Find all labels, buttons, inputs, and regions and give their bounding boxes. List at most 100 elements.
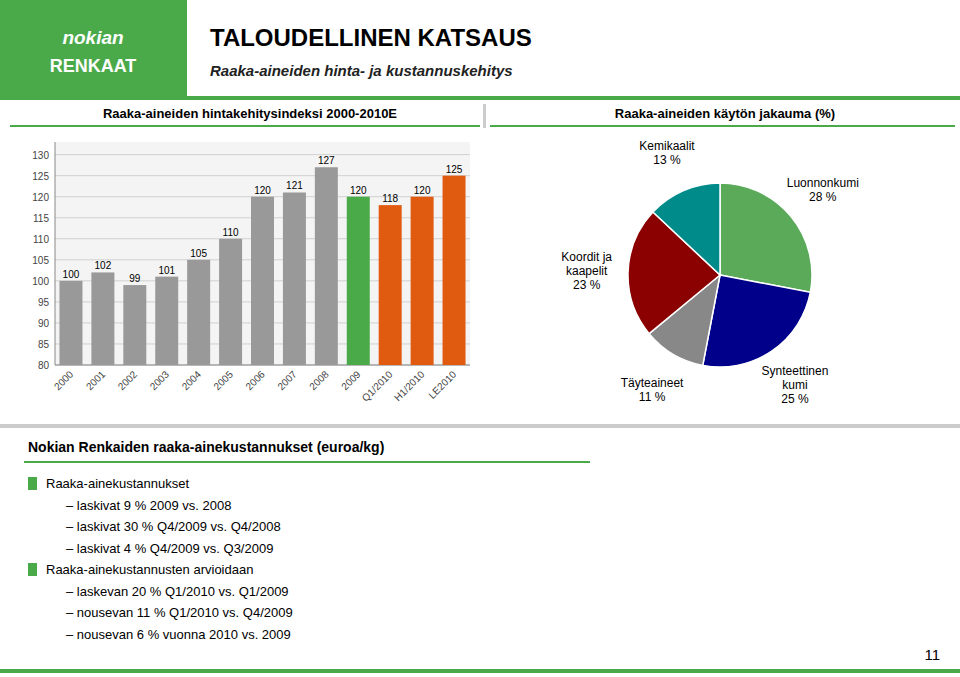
data-label: 101 [158, 265, 175, 276]
data-label: 120 [414, 185, 431, 196]
sub-bullet: – laskivat 9 % 2009 vs. 2008 [66, 498, 232, 513]
title-rule [10, 125, 480, 127]
x-tick-label: 2000 [52, 368, 76, 392]
chart-title: Raaka-aineiden käytön jakauma (%) [615, 106, 835, 121]
y-tick-label: 125 [32, 171, 49, 182]
logo-box [0, 0, 187, 96]
title-rule [490, 125, 955, 127]
y-tick-label: 115 [33, 213, 49, 224]
data-label: 102 [95, 260, 112, 271]
x-tick-label: Q1/2010 [360, 368, 395, 403]
data-label: 105 [190, 248, 207, 259]
bar [187, 260, 210, 365]
bullet-marker [28, 477, 37, 490]
data-label: 125 [446, 164, 463, 175]
section-title: Nokian Renkaiden raaka-ainekustannukset … [28, 439, 384, 455]
x-tick-label: LE2010 [426, 368, 458, 400]
bar [219, 239, 242, 365]
grid-line [55, 154, 470, 155]
x-tick-label: 2003 [148, 368, 172, 392]
header-rule [0, 96, 960, 100]
x-tick-label: 2004 [180, 368, 204, 392]
data-label: 120 [350, 185, 367, 196]
bar [251, 197, 274, 365]
pie-label-line: Koordit ja [561, 250, 612, 264]
data-label: 118 [382, 193, 398, 204]
logo-text: nokian [62, 27, 123, 48]
data-label: 110 [223, 227, 239, 238]
bar [443, 176, 466, 365]
data-label: 11 % [639, 390, 666, 404]
bar [155, 277, 178, 365]
pie-slice [720, 183, 812, 292]
logo-text: RENKAAT [50, 56, 137, 76]
pie-label: Luonnonkumi [787, 176, 859, 190]
y-tick-label: 100 [32, 276, 49, 287]
data-label: 127 [318, 155, 335, 166]
x-tick-label: 2007 [275, 368, 299, 392]
pie-label: Koordit jakaapelit [561, 250, 612, 278]
bullet: Raaka-ainekustannusten arvioidaan [46, 562, 253, 577]
y-tick-label: 95 [38, 297, 50, 308]
pie-slice [703, 275, 811, 367]
y-tick-label: 105 [32, 255, 49, 266]
x-tick-label: 2008 [307, 368, 331, 392]
bar [315, 167, 338, 365]
pie-label-line: kumi [782, 378, 807, 392]
y-axis-line [55, 142, 56, 365]
y-tick-label: 80 [38, 360, 50, 371]
sub-bullet: – nousevan 11 % Q1/2010 vs. Q4/2009 [66, 605, 293, 620]
footer-rule [0, 669, 960, 673]
section-separator [0, 424, 960, 428]
pie-label: Synteettinenkumi [762, 364, 829, 392]
data-label: 120 [254, 185, 271, 196]
x-tick-label: 2009 [339, 368, 363, 392]
bar [379, 205, 402, 365]
pie-slice [653, 183, 720, 275]
pie-label-line: Synteettinen [762, 364, 829, 378]
sub-bullet: – nousevan 6 % vuonna 2010 vs. 2009 [66, 627, 291, 642]
grid-line [55, 175, 470, 176]
panel-separator [483, 104, 486, 128]
data-label: 25 % [781, 392, 809, 406]
y-tick-label: 130 [32, 150, 49, 161]
sub-bullet: – laskevan 20 % Q1/2010 vs. Q1/2009 [66, 584, 289, 599]
y-tick-label: 90 [38, 318, 50, 329]
pie-label-line: Luonnonkumi [787, 176, 859, 190]
section-rule [24, 461, 590, 463]
bar [91, 272, 114, 365]
pie-label: Täyteaineet [621, 376, 684, 390]
data-label: 99 [129, 273, 141, 284]
y-tick-label: 85 [38, 339, 50, 350]
subtitle: Raaka-aineiden hinta- ja kustannuskehity… [210, 62, 513, 79]
pie-label-line: kaapelit [566, 264, 608, 278]
bar [283, 192, 306, 365]
bar-chart: 80 85 90 95 100 105 110 115 120 125 130 100 2000 102 2… [32, 142, 470, 677]
page-number: 11 [924, 646, 940, 663]
data-label: 28 % [809, 190, 837, 204]
sub-bullet: – laskivat 4 % Q4/2009 vs. Q3/2009 [66, 541, 273, 556]
bar [123, 285, 146, 365]
x-tick-label: 2002 [116, 368, 140, 392]
x-tick-label: 2006 [243, 368, 267, 392]
sub-bullet: – laskivat 30 % Q4/2009 vs. Q4/2008 [66, 519, 281, 534]
pie-label: Kemikaalit [639, 139, 695, 153]
data-label: 23 % [573, 278, 601, 292]
page: nokianRENKAATTALOUDELLINEN KATSAUSRaaka-… [0, 0, 960, 677]
data-label: 100 [63, 269, 80, 280]
bars [59, 167, 465, 365]
y-tick-label: 120 [32, 192, 49, 203]
bar [347, 197, 370, 365]
chart-title: Raaka-aineiden hintakehitysindeksi 2000-… [103, 106, 397, 121]
pie-label-line: Kemikaalit [639, 139, 695, 153]
pie-label-line: Täyteaineet [621, 376, 684, 390]
bullet-marker [28, 563, 37, 576]
x-tick-label: 2001 [84, 368, 108, 392]
bar [411, 197, 434, 365]
bullet: Raaka-ainekustannukset [46, 476, 189, 491]
data-label: 13 % [653, 153, 681, 167]
x-tick-label: H1/2010 [392, 368, 427, 403]
x-tick-label: 2005 [211, 368, 235, 392]
y-tick-label: 110 [33, 234, 49, 245]
data-label: 121 [286, 180, 303, 191]
